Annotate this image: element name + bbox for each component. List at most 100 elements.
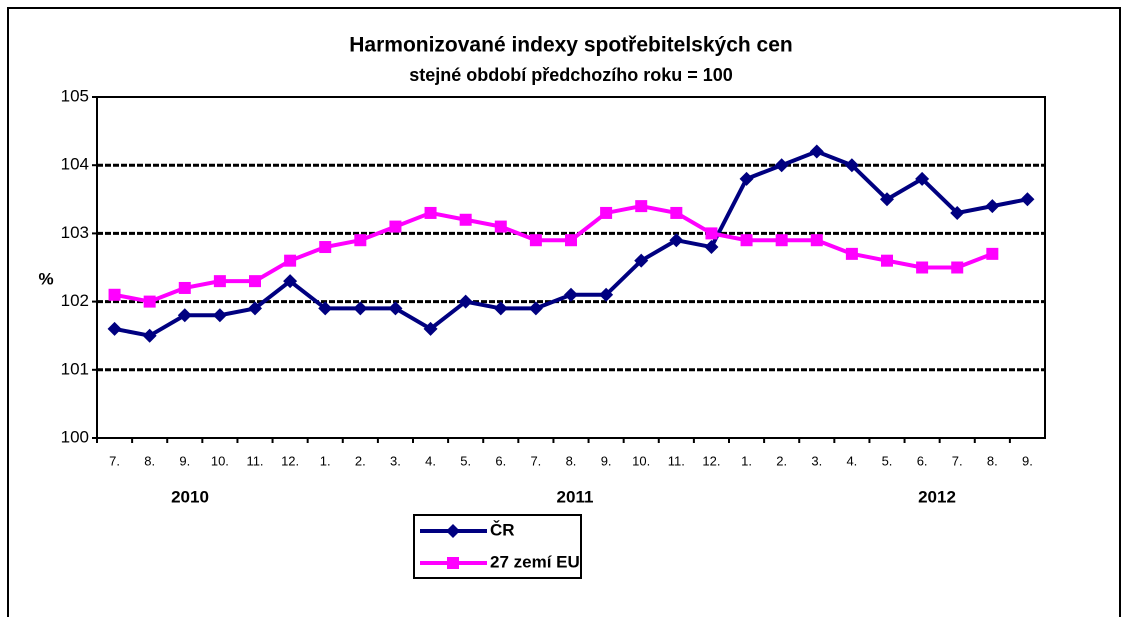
y-tick-label: 101 — [61, 359, 89, 378]
data-point — [951, 261, 964, 274]
data-point — [458, 294, 473, 309]
data-point — [283, 274, 298, 289]
data-point — [844, 158, 859, 173]
data-point — [565, 234, 577, 247]
data-point — [353, 301, 368, 316]
frame — [7, 7, 1121, 617]
chart-title: Harmonizované indexy spotřebitelských ce… — [349, 34, 792, 57]
data-point — [423, 321, 438, 336]
y-axis-label: % — [38, 269, 53, 288]
x-tick-label: 1. — [320, 453, 331, 468]
data-point — [249, 275, 261, 288]
data-point — [670, 206, 683, 219]
x-tick-label: 5. — [882, 453, 893, 468]
y-tick-label: 102 — [61, 291, 89, 310]
y-tick-label: 105 — [61, 86, 89, 105]
x-tick-label: 11. — [246, 453, 263, 468]
data-point — [845, 247, 858, 260]
y-tick-label: 100 — [61, 427, 89, 446]
data-point — [985, 199, 1000, 214]
data-point — [494, 220, 507, 233]
data-point — [284, 254, 297, 267]
data-point — [634, 253, 649, 268]
data-point — [564, 287, 578, 302]
x-tick-label: 12. — [281, 453, 299, 468]
x-tick-label: 2. — [776, 453, 787, 468]
x-tick-label: 1. — [741, 453, 752, 468]
legend-label: ČR — [490, 520, 515, 539]
legend — [413, 514, 582, 579]
x-tick-label: 7. — [952, 453, 963, 468]
data-point — [810, 234, 823, 247]
x-tick-label: 9. — [179, 453, 190, 468]
data-point — [881, 254, 893, 267]
y-tick-label: 103 — [61, 223, 89, 242]
data-point — [388, 301, 403, 316]
x-tick-label: 4. — [846, 453, 857, 468]
data-point — [880, 192, 894, 207]
data-point — [107, 321, 122, 336]
x-tick-label: 9. — [1022, 453, 1033, 468]
data-point — [177, 308, 192, 323]
x-tick-label: 3. — [390, 453, 401, 468]
data-point — [493, 301, 508, 316]
plot-area — [96, 96, 1046, 439]
x-tick-label: 10. — [211, 453, 229, 468]
data-point — [248, 301, 262, 316]
data-point — [1020, 192, 1035, 207]
data-point — [213, 275, 226, 288]
data-point — [635, 200, 648, 213]
x-tick-label: 10. — [632, 453, 650, 468]
data-point — [915, 171, 930, 186]
data-point — [212, 308, 227, 323]
legend-marker — [446, 524, 460, 538]
x-tick-label: 2. — [355, 453, 366, 468]
year-label: 2011 — [557, 487, 594, 506]
x-tick-label: 6. — [917, 453, 928, 468]
data-point — [319, 241, 332, 254]
data-point — [354, 234, 367, 247]
data-point — [774, 158, 789, 173]
x-tick-label: 7. — [530, 453, 541, 468]
data-point — [528, 301, 543, 316]
data-point — [529, 234, 542, 247]
data-point — [705, 227, 718, 240]
data-point — [704, 240, 719, 255]
x-tick-label: 4. — [425, 453, 436, 468]
data-point — [389, 220, 402, 233]
data-point — [739, 171, 754, 186]
x-tick-label: 6. — [495, 453, 506, 468]
x-tick-label: 8. — [987, 453, 998, 468]
data-point — [459, 213, 472, 226]
data-point — [600, 206, 613, 219]
legend-marker — [447, 557, 459, 569]
year-label: 2012 — [918, 487, 956, 506]
data-point — [775, 234, 788, 247]
x-tick-label: 3. — [811, 453, 822, 468]
data-point — [178, 281, 191, 294]
x-tick-label: 9. — [601, 453, 612, 468]
data-point — [809, 144, 824, 159]
x-tick-label: 8. — [144, 453, 155, 468]
data-point — [986, 247, 999, 260]
x-tick-label: 8. — [566, 453, 577, 468]
y-tick-label: 104 — [61, 155, 89, 174]
data-point — [669, 233, 684, 248]
data-point — [950, 205, 965, 220]
data-point — [142, 328, 157, 343]
legend-label: 27 zemí EU — [490, 552, 580, 571]
data-point — [424, 206, 437, 219]
year-label: 2010 — [171, 487, 209, 506]
x-tick-label: 11. — [668, 453, 685, 468]
chart-subtitle: stejné období předchozího roku = 100 — [409, 65, 733, 85]
series-line — [114, 204, 994, 304]
x-tick-label: 5. — [460, 453, 471, 468]
data-point — [318, 301, 333, 316]
data-point — [143, 295, 156, 308]
x-tick-label: 12. — [702, 453, 720, 468]
x-tick-label: 7. — [109, 453, 120, 468]
data-point — [740, 234, 753, 247]
data-point — [916, 261, 929, 274]
data-point — [108, 288, 121, 301]
